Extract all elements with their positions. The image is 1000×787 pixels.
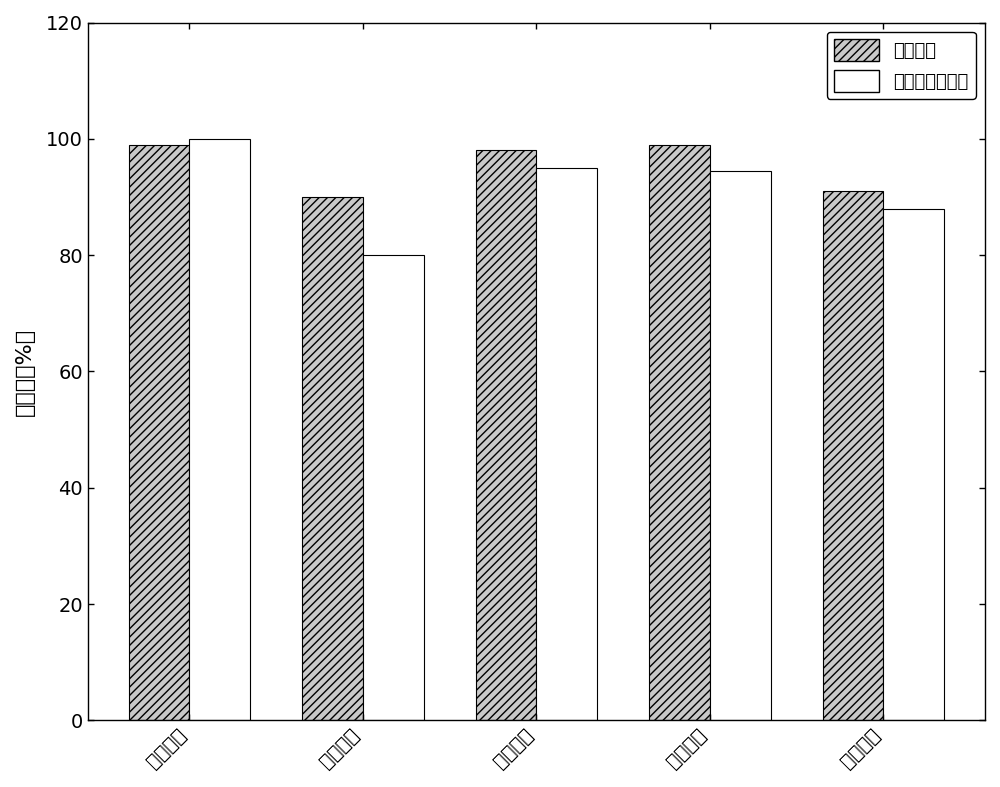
- Bar: [129, 145, 189, 720]
- Y-axis label: 抗菌率（%）: 抗菌率（%）: [15, 327, 35, 416]
- Bar: [649, 145, 710, 720]
- Bar: [476, 150, 536, 720]
- Bar: [363, 255, 424, 720]
- Bar: [536, 168, 597, 720]
- Bar: [823, 191, 883, 720]
- Bar: [883, 209, 944, 720]
- Legend: 大肠杆菌, 金黄色葡萄球菌: 大肠杆菌, 金黄色葡萄球菌: [827, 31, 976, 99]
- Bar: [710, 171, 771, 720]
- Bar: [302, 197, 363, 720]
- Bar: [189, 139, 250, 720]
